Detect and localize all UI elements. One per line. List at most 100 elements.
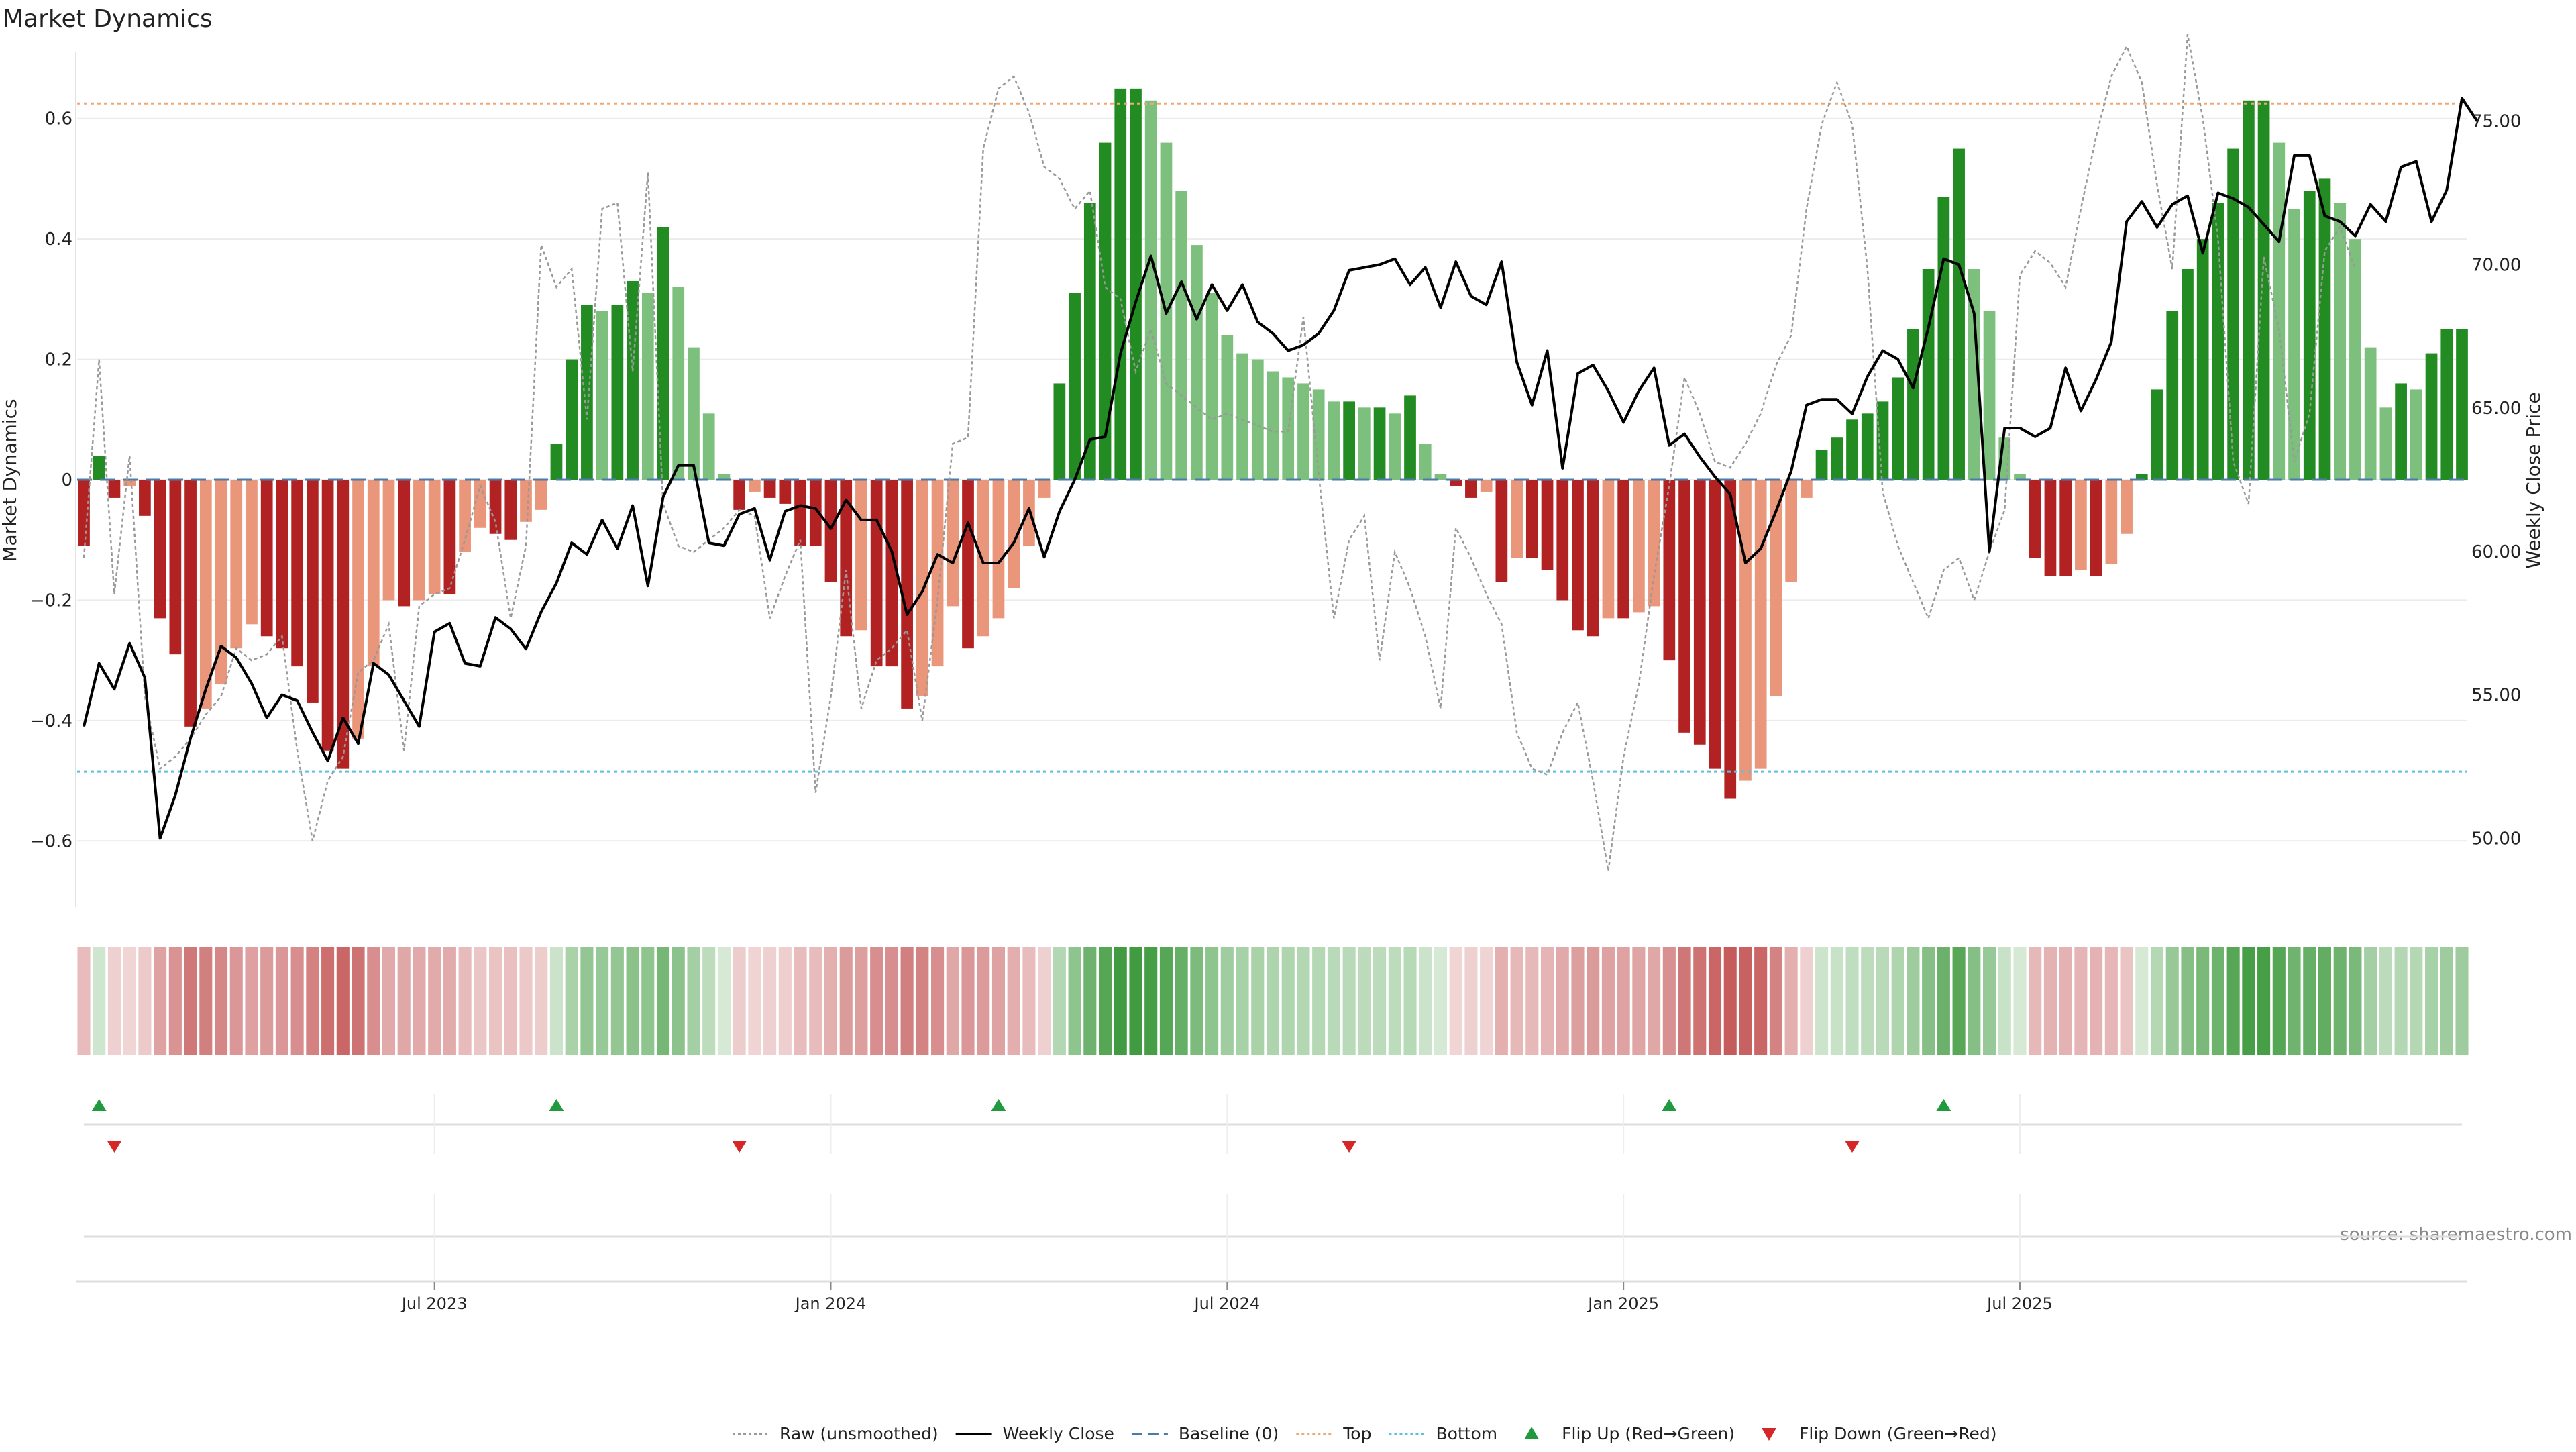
reference-lines bbox=[77, 102, 2467, 773]
regime-cell bbox=[1388, 947, 1401, 1055]
bars-group bbox=[78, 88, 2468, 799]
bar bbox=[2182, 268, 2194, 480]
bar bbox=[337, 480, 350, 769]
bar bbox=[2014, 474, 2026, 480]
bar bbox=[184, 480, 197, 727]
bar bbox=[2257, 100, 2270, 480]
regime-cell bbox=[1678, 947, 1691, 1055]
regime-cell bbox=[2029, 947, 2042, 1055]
regime-cell bbox=[1815, 947, 1829, 1055]
bar bbox=[1861, 413, 1874, 480]
bar bbox=[1008, 480, 1020, 588]
flip-down-marker bbox=[732, 1141, 747, 1153]
y-axis-left-label: Market Dynamics bbox=[0, 399, 21, 562]
x-tick-label: Jul 2023 bbox=[400, 1294, 468, 1313]
regime-cell bbox=[1083, 947, 1097, 1055]
bar bbox=[504, 480, 517, 540]
bar bbox=[2456, 329, 2468, 480]
bar bbox=[2288, 209, 2300, 480]
regime-cell bbox=[336, 947, 350, 1055]
bar bbox=[2059, 480, 2072, 576]
y-tick-label-left: −0.6 bbox=[30, 831, 72, 851]
bar bbox=[1053, 383, 1066, 480]
regime-cell bbox=[2165, 947, 2179, 1055]
bar bbox=[1663, 480, 1676, 661]
regime-cell bbox=[1540, 947, 1554, 1055]
bar bbox=[367, 480, 380, 667]
bar bbox=[1069, 293, 1081, 480]
regime-cell bbox=[2318, 947, 2332, 1055]
regime-cell bbox=[839, 947, 853, 1055]
regime-cell bbox=[519, 947, 533, 1055]
bar bbox=[1983, 311, 1996, 480]
regime-cell bbox=[1190, 947, 1203, 1055]
legend-item: Bottom bbox=[1389, 1424, 1497, 1443]
regime-cell bbox=[1327, 947, 1340, 1055]
bar bbox=[2379, 407, 2392, 480]
regime-cell bbox=[1587, 947, 1600, 1055]
flip-down-marker bbox=[1342, 1141, 1357, 1153]
bar bbox=[1785, 480, 1797, 582]
regime-cell bbox=[763, 947, 777, 1055]
regime-cell bbox=[656, 947, 670, 1055]
bar bbox=[123, 480, 136, 486]
regime-cell bbox=[1723, 947, 1737, 1055]
regime-strip bbox=[77, 947, 2469, 1055]
legend-item: Raw (unsmoothed) bbox=[733, 1424, 938, 1443]
regime-cell bbox=[1968, 947, 1981, 1055]
bar bbox=[1114, 88, 1127, 480]
regime-cell bbox=[1800, 947, 1813, 1055]
bar bbox=[2075, 480, 2087, 570]
regime-cell bbox=[1952, 947, 1966, 1055]
regime-cell bbox=[1784, 947, 1798, 1055]
bar bbox=[1221, 335, 1234, 480]
bar bbox=[1130, 88, 1142, 480]
regime-cell bbox=[1068, 947, 1081, 1055]
regime-cell bbox=[352, 947, 365, 1055]
bar bbox=[443, 480, 456, 594]
bar bbox=[1404, 395, 1416, 480]
regime-cell bbox=[489, 947, 502, 1055]
flip-up-marker bbox=[1662, 1099, 1677, 1111]
regime-cell bbox=[1601, 947, 1615, 1055]
bar bbox=[1205, 293, 1218, 480]
regime-cell bbox=[1098, 947, 1112, 1055]
bar bbox=[1525, 480, 1538, 558]
regime-cell bbox=[1861, 947, 1874, 1055]
regime-cell bbox=[1495, 947, 1508, 1055]
bar bbox=[1709, 480, 1721, 769]
regime-cell bbox=[1266, 947, 1280, 1055]
regime-cell bbox=[1632, 947, 1646, 1055]
bar bbox=[139, 480, 151, 516]
y-tick-label-left: −0.4 bbox=[30, 711, 72, 731]
regime-cell bbox=[2013, 947, 2027, 1055]
regime-cell bbox=[2349, 947, 2362, 1055]
regime-cell bbox=[626, 947, 639, 1055]
bar bbox=[154, 480, 166, 619]
bar bbox=[1495, 480, 1508, 582]
bar bbox=[382, 480, 395, 601]
bar bbox=[1191, 245, 1203, 480]
regime-cell bbox=[1998, 947, 2011, 1055]
regime-cell bbox=[138, 947, 152, 1055]
bar bbox=[657, 227, 669, 480]
regime-cell bbox=[199, 947, 213, 1055]
regime-cell bbox=[1129, 947, 1142, 1055]
bar bbox=[688, 347, 700, 480]
bar bbox=[1693, 480, 1706, 745]
regime-cell bbox=[1312, 947, 1326, 1055]
regime-cell bbox=[2242, 947, 2255, 1055]
regime-cell bbox=[2440, 947, 2453, 1055]
regime-cell bbox=[1480, 947, 1493, 1055]
bar bbox=[1343, 401, 1355, 480]
legend-label: Raw (unsmoothed) bbox=[780, 1424, 938, 1443]
bar bbox=[840, 480, 853, 637]
bar bbox=[2135, 474, 2148, 480]
legend-swatch bbox=[1524, 1427, 1540, 1439]
regime-cell bbox=[672, 947, 685, 1055]
regime-cell bbox=[1205, 947, 1219, 1055]
regime-cell bbox=[2410, 947, 2423, 1055]
bar bbox=[199, 480, 212, 709]
bar bbox=[824, 480, 837, 582]
